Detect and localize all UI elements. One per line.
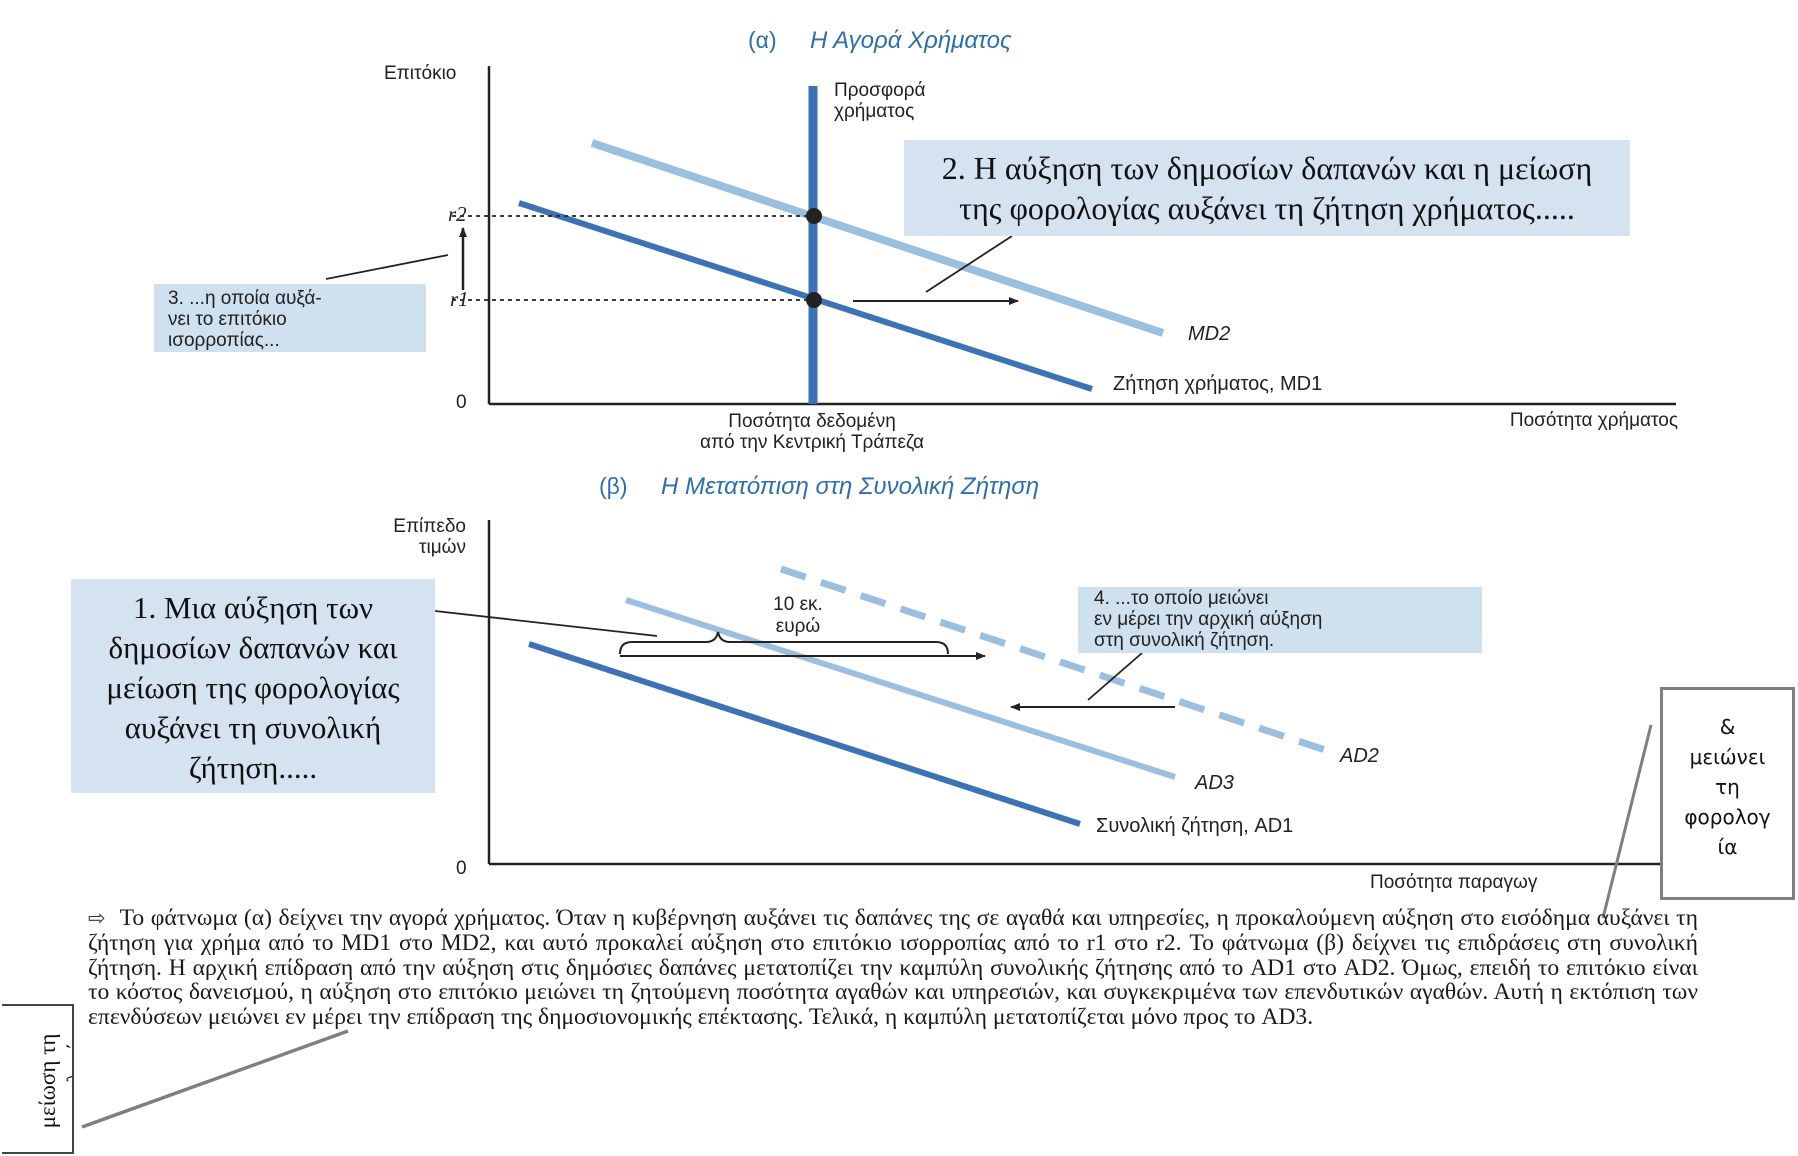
annotation-box-3-line-2: νει το επιτόκιο [168,309,287,330]
annotation-box-4-line-3: στη συνολική ζήτηση. [1094,630,1275,651]
annotation-box-2-line-1: 2. Η αύξηση των δημοσίων δαπανών και η μ… [941,150,1593,186]
ad2-curve [779,565,1327,754]
annotation-box-1: 1. Μια αύξηση των δημοσίων δαπανών και μ… [71,579,435,793]
ad1-label: Συνολική ζήτηση, AD1 [1096,815,1293,837]
annotation-box-3: 3. ...η οποία αυξά- νει το επιτόκιο ισορ… [154,284,426,352]
left-note-line-2: φορολογία [63,1031,74,1131]
caption-arrow-icon: ⇨ [88,906,106,930]
ad3-label: AD3 [1194,772,1234,794]
panel-a-title: Η Αγορά Χρήματος [810,27,1012,54]
panel-b-y-label-1: Επίπεδο [393,516,466,537]
equilibrium-r2-point [806,208,822,224]
leader-line-box4 [1087,652,1143,701]
annotation-box-2: 2. Η αύξηση των δημοσίων δαπανών και η μ… [904,140,1630,236]
panel-b-title-prefix: (β) [599,473,628,499]
left-note-box: μείωση τη φορολογία [2,1004,74,1154]
side-note-line-1: & [1719,715,1736,739]
annotation-box-4: 4. ...το οποίο μειώνει εν μέρει την αρχι… [1078,587,1482,653]
panel-a-x-label-right: Ποσότητα χρήματος [1510,410,1678,431]
panel-b: (β) Η Μετατόπιση στη Συνολική Ζήτηση Επί… [393,473,1660,919]
side-note-box: & μειώνει τη φορολογ ία [1660,687,1795,900]
side-note-line-2: μειώνει [1689,745,1766,769]
md1-curve [518,200,1093,392]
panel-a-x-label-center-2: από την Κεντρική Τράπεζα [700,432,924,453]
annotation-box-1-text: 1. Μια αύξηση των δημοσίων δαπανών και μ… [106,590,400,785]
panel-b-x-label: Ποσότητα παραγωγ [1370,872,1538,893]
money-supply-label-2: χρήματος [834,101,914,122]
annotation-box-3-line-1: 3. ...η οποία αυξά- [168,288,322,309]
brace-label-2: ευρώ [776,616,821,637]
ad3-curve [625,597,1176,780]
annotation-box-4-line-2: εν μέρει την αρχική αύξηση [1094,609,1323,630]
annotation-box-2-line-2: της φορολογίας αυξάνει τη ζήτηση χρήματο… [959,190,1575,226]
panel-a: (α) Η Αγορά Χρήματος Επιτόκιο 0 Προσφορά… [325,27,1678,453]
money-supply-label-1: Προσφορά [834,80,926,101]
leader-line-box1 [434,610,658,637]
md1-label: Ζήτηση χρήματος, MD1 [1113,373,1322,395]
side-note-line-5: ία [1717,835,1738,859]
r1-label: r1 [450,287,469,311]
panel-a-title-prefix: (α) [748,27,777,53]
ad2-label: AD2 [1339,745,1379,767]
panel-a-origin: 0 [456,392,467,413]
caption-text: Το φάτνωμα (α) δείχνει την αγορά χρήματο… [88,905,1698,1031]
annotation-box-4-line-1: 4. ...το οποίο μειώνει [1094,588,1269,609]
panel-b-origin: 0 [456,858,467,879]
brace-label-1: 10 εκ. [773,594,823,615]
left-note-text: μείωση τη φορολογία [34,1006,74,1152]
annotation-box-3-line-3: ισορροπίας... [168,330,280,351]
equilibrium-r1-point [806,292,822,308]
md2-label: MD2 [1188,323,1230,345]
panel-b-title: Η Μετατόπιση στη Συνολική Ζήτηση [661,473,1039,500]
md2-curve [590,139,1165,337]
leader-line-box2 [925,235,1013,293]
leader-line-box3 [325,254,449,280]
r2-label: r2 [448,202,467,226]
leader-line-side-box [1601,724,1653,919]
panel-a-x-label-center-1: Ποσότητα δεδομένη [728,411,896,432]
figure-caption: ⇨ Το φάτνωμα (α) δείχνει την αγορά χρήματ… [88,906,1698,1030]
panel-b-y-label-2: τιμών [419,537,466,558]
brace-10m [619,631,949,655]
side-note-line-4: φορολογ [1684,805,1771,829]
panel-a-y-label: Επιτόκιο [384,63,456,84]
left-note-line-1: μείωση τη [35,1033,60,1129]
ad1-curve [528,641,1081,827]
side-note-line-3: τη [1715,775,1740,799]
strike-line [81,1029,349,1129]
